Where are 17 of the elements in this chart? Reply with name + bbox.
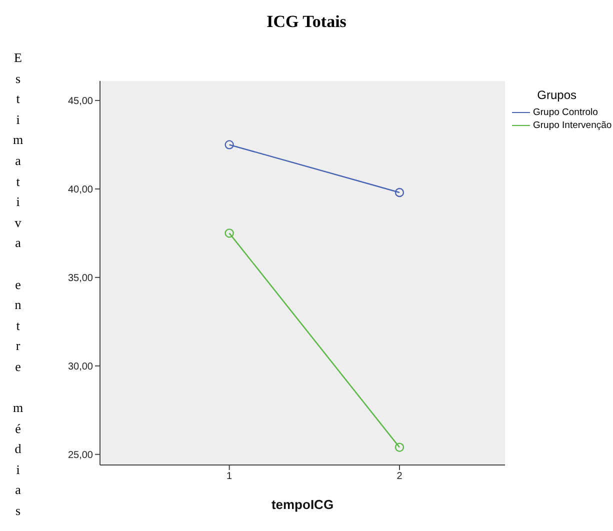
point: [224, 228, 234, 238]
y-tick-label: 25,00: [68, 450, 94, 461]
y-tick-label: 30,00: [68, 361, 94, 372]
x-axis-title: tempoICG: [271, 497, 334, 512]
y-tick-label: 40,00: [68, 184, 94, 196]
x-tick-label: 1: [226, 471, 233, 482]
legend-title: Grupos: [536, 88, 578, 102]
chart-title: ICG Totais: [266, 12, 348, 32]
text: Estimativa entre médias: [12, 50, 24, 518]
legend-label: Grupo Intervenção: [533, 120, 612, 131]
y-tick-label: 45,00: [68, 96, 94, 108]
y-tick-label: 35,00: [68, 272, 94, 284]
x-tick-label: 2: [396, 471, 403, 482]
point: [394, 442, 404, 452]
legend-label: Grupo Controlo: [533, 107, 598, 118]
point: [394, 188, 404, 198]
point: [224, 140, 234, 150]
